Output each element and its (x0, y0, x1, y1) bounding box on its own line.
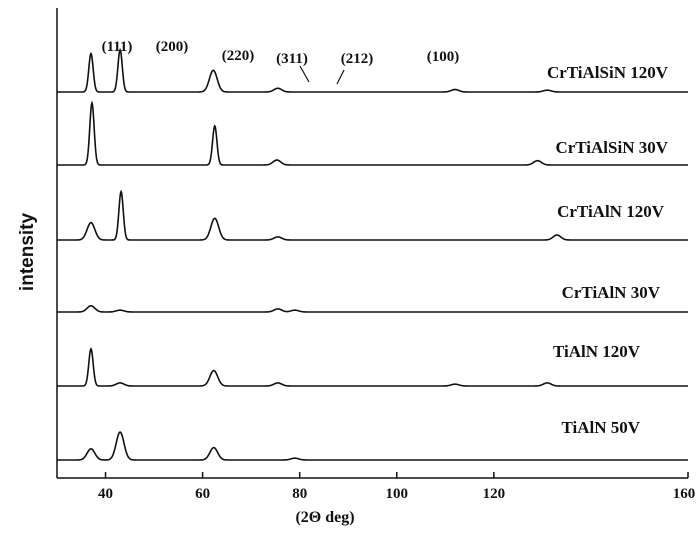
x-axis-title: (2Θ deg) (295, 509, 354, 526)
x-ticks: 40 60 80 100 120 160 (98, 472, 695, 502)
series-label: CrTiAlSiN 30V (555, 138, 668, 157)
peak-311-pointer (299, 65, 310, 83)
peak-label: (200) (156, 39, 189, 55)
series-label: CrTiAlN 120V (557, 202, 665, 221)
series-line (57, 47, 688, 93)
series-label: CrTiAlSiN 120V (547, 63, 669, 82)
peak-212-pointer (336, 69, 345, 85)
series-label: CrTiAlN 30V (562, 283, 661, 302)
x-tick-label: 40 (98, 486, 113, 502)
peak-label: (220) (222, 48, 255, 64)
series-group: CrTiAlSiN 120V CrTiAlSiN 30V CrTiAlN 120V C… (57, 47, 688, 461)
series-line (57, 347, 688, 387)
peak-label: (100) (427, 49, 460, 65)
peak-label: (311) (276, 51, 308, 67)
x-tick-label: 160 (673, 486, 696, 502)
series-4: TiAlN 120V (57, 342, 688, 387)
peak-labels: (111) (200) (220) (311) (212) (100) (102, 39, 460, 67)
series-line (57, 100, 688, 166)
x-tick-label: 120 (483, 486, 506, 502)
series-1: CrTiAlSiN 30V (57, 100, 688, 166)
peak-label: (111) (102, 39, 133, 55)
peak-label: (212) (341, 51, 374, 67)
x-tick-label: 100 (386, 486, 409, 502)
series-5: TiAlN 50V (57, 418, 688, 461)
series-0: CrTiAlSiN 120V (57, 47, 688, 93)
series-3: CrTiAlN 30V (57, 283, 688, 313)
y-axis-title: intensity (17, 213, 38, 292)
series-label: TiAlN 50V (561, 418, 640, 437)
series-2: CrTiAlN 120V (57, 189, 688, 241)
series-line (57, 431, 688, 461)
x-tick-label: 60 (195, 486, 210, 502)
series-line (57, 304, 688, 313)
x-tick-label: 80 (292, 486, 307, 502)
series-label: TiAlN 120V (553, 342, 641, 361)
series-line (57, 189, 688, 241)
